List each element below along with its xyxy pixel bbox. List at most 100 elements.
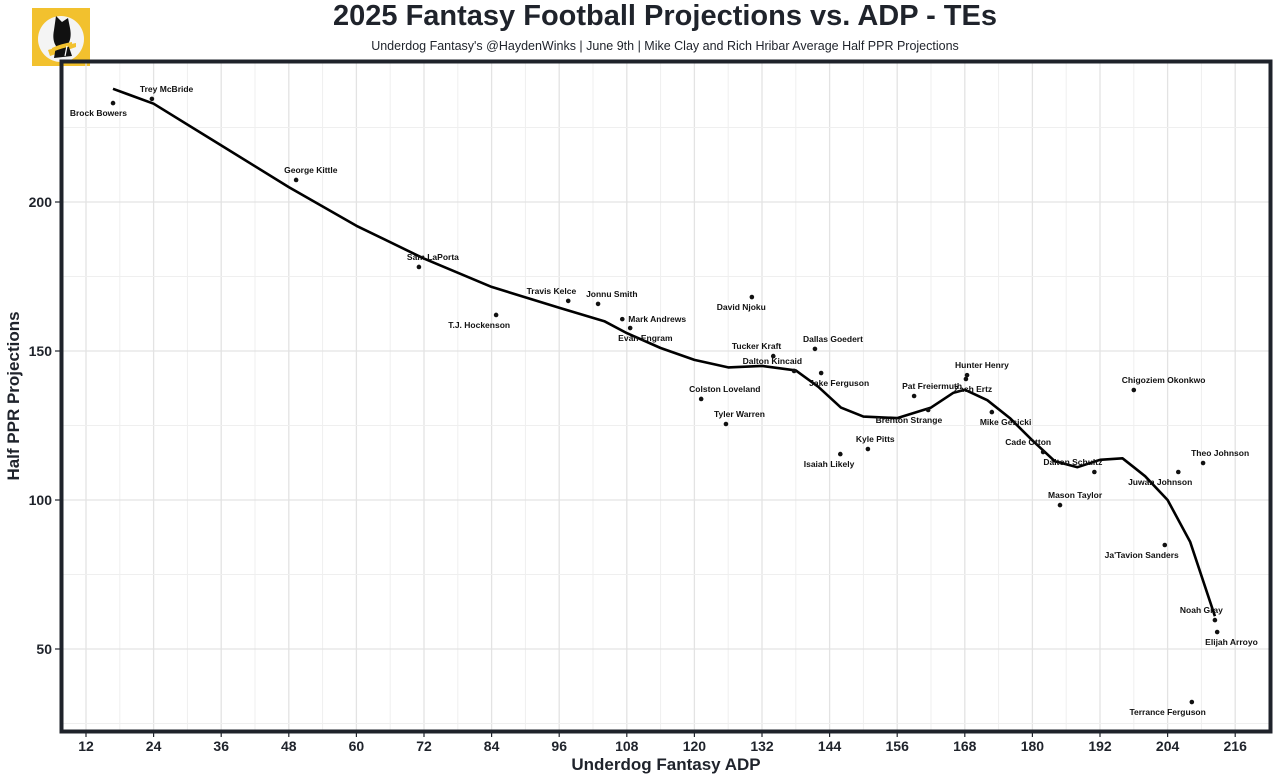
data-point	[865, 446, 871, 452]
x-tick-label: 84	[484, 738, 500, 754]
point-label: Isaiah Likely	[804, 459, 855, 469]
x-tick-label: 216	[1224, 738, 1248, 754]
point-label: T.J. Hockenson	[448, 320, 510, 330]
data-point	[1200, 460, 1206, 466]
x-tick-label: 36	[213, 738, 229, 754]
point-label: Elijah Arroyo	[1205, 637, 1258, 647]
point-label: Sam LaPorta	[407, 252, 459, 262]
point-label: Theo Johnson	[1191, 448, 1249, 458]
data-point	[1214, 629, 1220, 635]
point-chigoziem-okonkwo: Chigoziem Okonkwo	[1122, 375, 1205, 393]
data-point	[791, 368, 797, 374]
point-label: Pat Freiermuth	[902, 381, 962, 391]
point-label: Tyler Warren	[714, 409, 765, 419]
data-point	[1092, 469, 1097, 475]
point-hunter-henry: Hunter Henry	[955, 360, 1009, 378]
chart-subtitle: Underdog Fantasy's @HaydenWinks | June 9…	[371, 39, 959, 53]
point-trey-mcbride: Trey McBride	[140, 84, 194, 102]
point-mason-taylor: Mason Taylor	[1048, 490, 1103, 508]
y-tick-label: 100	[29, 492, 53, 508]
point-travis-kelce: Travis Kelce	[527, 286, 577, 304]
chart-title: 2025 Fantasy Football Projections vs. AD…	[333, 0, 997, 32]
x-tick-label: 72	[416, 738, 432, 754]
x-tick-label: 96	[551, 738, 567, 754]
data-point	[964, 372, 970, 378]
data-point	[565, 298, 571, 304]
point-colston-loveland: Colston Loveland	[689, 384, 760, 402]
data-point	[1212, 617, 1218, 623]
dog-logo-icon	[38, 16, 84, 62]
point-label: Dallas Goedert	[803, 334, 863, 344]
x-axis-ticks: 12 24 36 48 60 72 84 96 108 120 132 144 156 168 180 192…	[78, 733, 1247, 754]
data-point	[1162, 542, 1168, 548]
data-point	[989, 409, 995, 415]
x-tick-label: 168	[953, 738, 977, 754]
data-point	[838, 451, 843, 457]
point-label: Trey McBride	[140, 84, 194, 94]
point-label: Noah Gray	[1180, 605, 1223, 615]
point-juwan-johnson: Juwan Johnson	[1128, 469, 1192, 487]
point-label: Tucker Kraft	[732, 341, 782, 351]
point-george-kittle: George Kittle	[284, 165, 338, 183]
y-axis-ticks: 50 100 150 200	[29, 194, 60, 657]
x-tick-label: 48	[281, 738, 297, 754]
x-axis-label: Underdog Fantasy ADP	[571, 755, 760, 774]
point-dalton-kincaid: Dalton Kincaid	[743, 356, 803, 374]
data-point	[1176, 469, 1181, 475]
point-label: Cade Otton	[1005, 437, 1051, 447]
point-label: Hunter Henry	[955, 360, 1009, 370]
point-brenton-strange: Brenton Strange	[876, 407, 942, 425]
x-tick-label: 204	[1156, 738, 1180, 754]
y-tick-label: 200	[29, 194, 53, 210]
brand-logo	[32, 8, 90, 66]
point-cade-otton: Cade Otton	[1005, 437, 1051, 455]
data-point	[911, 393, 917, 399]
point-mark-andrews: Mark Andrews	[619, 314, 686, 324]
point-dallas-goedert: Dallas Goedert	[803, 334, 863, 352]
point-label: Dalton Schultz	[1043, 457, 1102, 467]
point-mike-gesicki: Mike Gesicki	[980, 409, 1032, 427]
point-label: Travis Kelce	[527, 286, 577, 296]
plot-frame	[59, 59, 1273, 734]
data-point	[293, 177, 299, 183]
data-point	[627, 325, 633, 331]
point-sam-laporta: Sam LaPorta	[407, 252, 459, 270]
y-tick-label: 50	[36, 641, 52, 657]
data-point	[1189, 699, 1195, 705]
point-jonnu-smith: Jonnu Smith	[586, 289, 638, 307]
point-t-j-hockenson: T.J. Hockenson	[448, 312, 510, 330]
data-point	[925, 407, 931, 413]
x-tick-label: 24	[146, 738, 162, 754]
point-label: David Njoku	[717, 302, 766, 312]
point-tyler-warren: Tyler Warren	[714, 409, 765, 427]
grid-lines	[63, 63, 1269, 730]
data-point	[110, 100, 116, 106]
point-label: Terrance Ferguson	[1129, 707, 1205, 717]
point-label: Mark Andrews	[628, 314, 686, 324]
point-pat-freiermuth: Pat Freiermuth	[902, 381, 962, 399]
point-label: George Kittle	[284, 165, 338, 175]
point-label: Brock Bowers	[70, 108, 127, 118]
x-tick-label: 60	[349, 738, 365, 754]
data-point	[416, 264, 422, 270]
x-tick-label: 180	[1021, 738, 1045, 754]
y-axis-label: Half PPR Projections	[4, 311, 23, 480]
point-label: Evan Engram	[618, 333, 673, 343]
point-label: Mike Gesicki	[980, 417, 1032, 427]
data-point	[1057, 502, 1063, 508]
data-points: Brock Bowers Trey McBride George Kittle Sam…	[70, 84, 1258, 717]
point-label: Mason Taylor	[1048, 490, 1103, 500]
x-tick-label: 132	[750, 738, 774, 754]
x-tick-label: 12	[78, 738, 94, 754]
point-elijah-arroyo: Elijah Arroyo	[1205, 629, 1258, 647]
data-point	[595, 301, 601, 307]
data-point	[812, 346, 818, 352]
point-terrance-ferguson: Terrance Ferguson	[1129, 699, 1206, 717]
x-tick-label: 156	[886, 738, 910, 754]
point-label: Zach Ertz	[954, 384, 992, 394]
data-point	[963, 376, 969, 382]
point-jake-ferguson: Jake Ferguson	[809, 370, 869, 388]
point-dalton-schultz: Dalton Schultz	[1043, 457, 1102, 475]
point-label: Dalton Kincaid	[743, 356, 803, 366]
